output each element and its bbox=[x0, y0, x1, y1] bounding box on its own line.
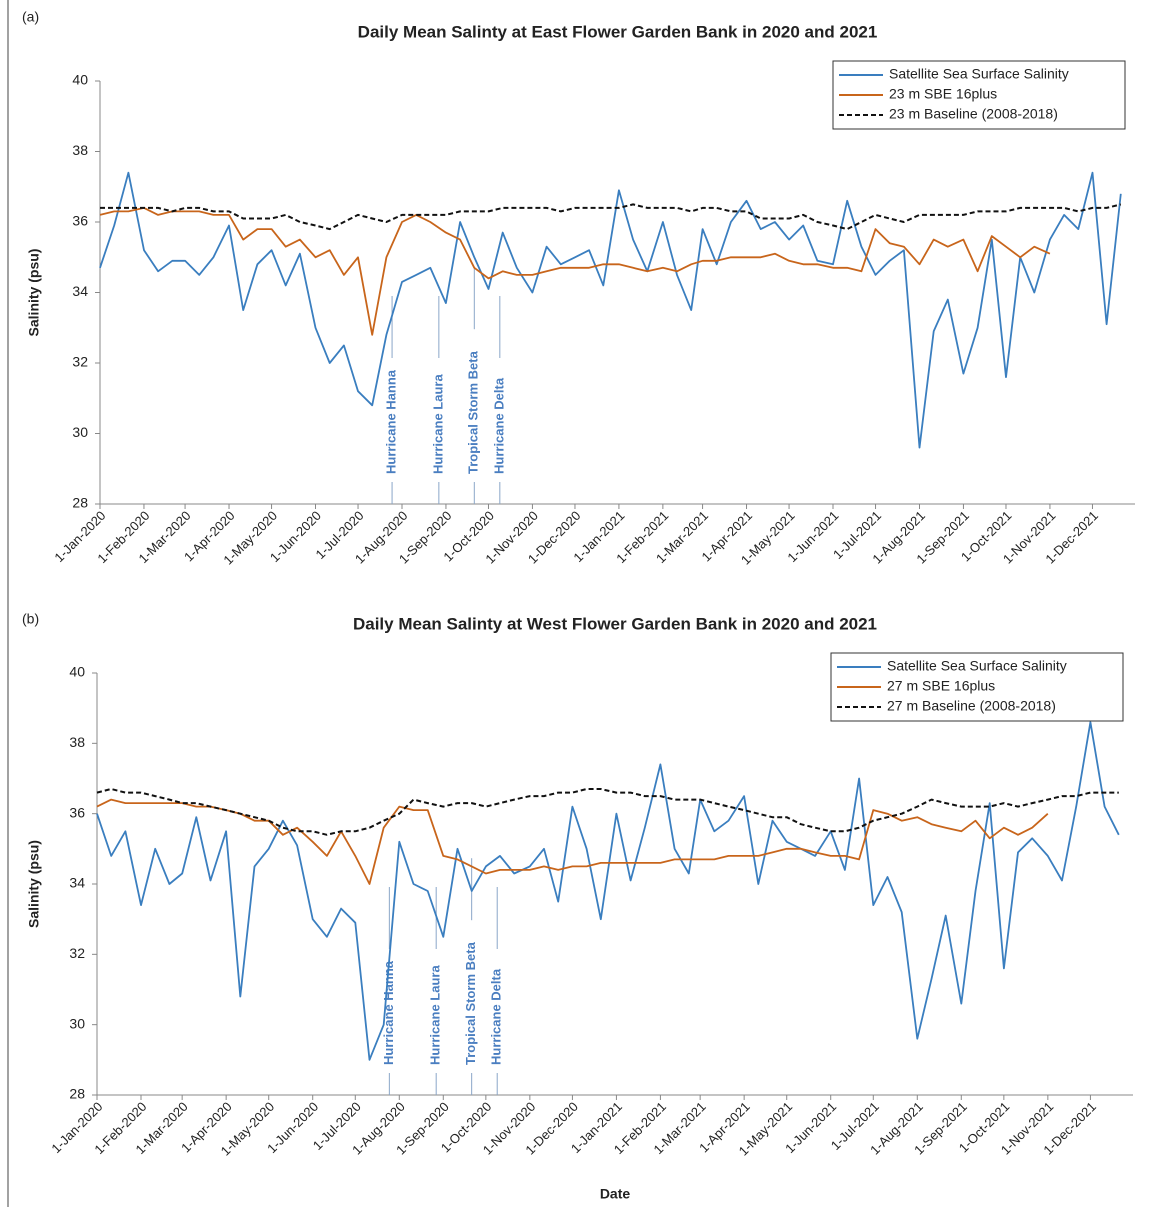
series-line bbox=[96, 788, 1119, 836]
y-tick-label: 28 bbox=[69, 1086, 85, 1102]
annotation: Hurricane Hanna bbox=[381, 960, 396, 1065]
series-line bbox=[96, 721, 1120, 1061]
y-axis-label: Salinity (psu) bbox=[26, 249, 42, 337]
annotation: Hurricane Hanna bbox=[384, 369, 399, 474]
annotation: Tropical Storm Beta bbox=[466, 350, 481, 474]
annotation: Hurricane Delta bbox=[491, 377, 506, 474]
y-axis-label: Salinity (psu) bbox=[26, 840, 42, 928]
y-tick-label: 36 bbox=[69, 804, 85, 820]
legend-label: 23 m SBE 16plus bbox=[889, 86, 997, 102]
y-tick-label: 30 bbox=[72, 424, 88, 440]
annotation: Hurricane Laura bbox=[428, 965, 443, 1065]
series-line bbox=[99, 171, 1122, 449]
series-line bbox=[100, 203, 1122, 231]
legend-label: 27 m SBE 16plus bbox=[887, 678, 995, 694]
chart-title: Daily Mean Salinty at West Flower Garden… bbox=[353, 614, 877, 633]
legend-label: Satellite Sea Surface Salinity bbox=[889, 66, 1069, 82]
series-line bbox=[96, 798, 1049, 885]
series-line bbox=[99, 207, 1051, 336]
y-tick-label: 34 bbox=[69, 875, 85, 891]
y-tick-label: 34 bbox=[72, 283, 88, 299]
y-tick-label: 32 bbox=[69, 945, 85, 961]
y-tick-label: 32 bbox=[72, 354, 88, 370]
annotation: Hurricane Laura bbox=[430, 374, 445, 474]
panel-label: (b) bbox=[22, 611, 39, 627]
y-tick-label: 40 bbox=[72, 72, 88, 88]
y-tick-label: 38 bbox=[69, 734, 85, 750]
y-tick-label: 28 bbox=[72, 495, 88, 511]
x-axis-label: Date bbox=[600, 1186, 631, 1202]
y-tick-label: 40 bbox=[69, 664, 85, 680]
y-tick-label: 30 bbox=[69, 1015, 85, 1031]
y-tick-label: 36 bbox=[72, 213, 88, 229]
chart-title: Daily Mean Salinty at East Flower Garden… bbox=[358, 22, 878, 41]
legend-label: 27 m Baseline (2008-2018) bbox=[887, 698, 1056, 714]
legend-label: 23 m Baseline (2008-2018) bbox=[889, 106, 1058, 122]
legend-label: Satellite Sea Surface Salinity bbox=[887, 658, 1067, 674]
annotation: Tropical Storm Beta bbox=[463, 941, 478, 1065]
y-tick-label: 38 bbox=[72, 142, 88, 158]
panel-label: (a) bbox=[22, 9, 39, 25]
annotation: Hurricane Delta bbox=[489, 968, 504, 1065]
